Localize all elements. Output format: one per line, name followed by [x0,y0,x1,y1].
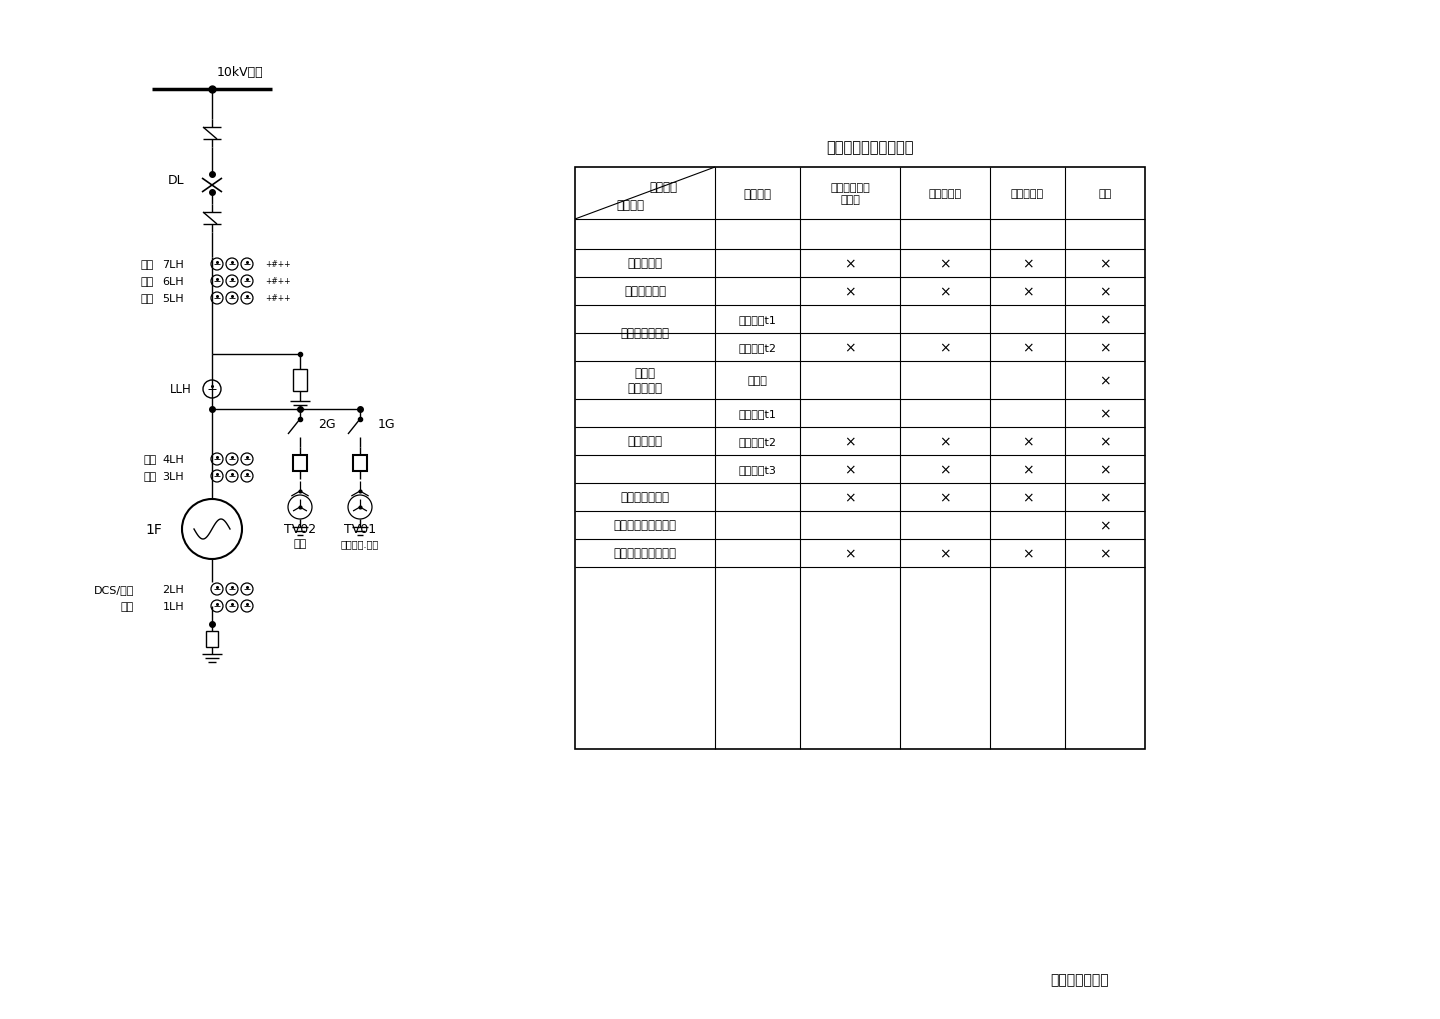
Text: TV02: TV02 [284,523,315,536]
Text: +#++: +#++ [265,277,291,286]
Text: TV01: TV01 [344,523,376,536]
Text: 10kV母线: 10kV母线 [217,65,264,78]
Text: 3LH: 3LH [163,472,184,482]
Text: 第三时限t3: 第三时限t3 [739,465,776,475]
Text: DL: DL [167,173,184,186]
Bar [292,455,307,472]
Text: 跳发电机进线
断路器: 跳发电机进线 断路器 [829,183,870,205]
Text: ×: × [844,463,855,477]
Text: 测量: 测量 [141,277,154,286]
Text: ×: × [844,284,855,299]
Text: 备用: 备用 [141,293,154,304]
Text: 后备: 后备 [144,472,157,482]
Text: 7LH: 7LH [163,260,184,270]
Text: ×: × [939,490,950,504]
Text: ×: × [1022,257,1034,271]
Text: 发电机转子一点接地: 发电机转子一点接地 [613,519,677,532]
Text: 第二时限t2: 第二时限t2 [739,342,776,353]
Text: +#++: +#++ [265,260,291,269]
Text: ×: × [1099,490,1110,504]
Bar [353,455,367,472]
Text: 励磁: 励磁 [144,454,157,465]
Text: 发电机失磁: 发电机失磁 [628,435,662,448]
Text: 保护测量.同期: 保护测量.同期 [341,538,379,548]
Text: +#++: +#++ [265,294,291,304]
Text: LLH: LLH [170,383,192,396]
Text: 发电机保护配置及出口: 发电机保护配置及出口 [827,141,914,155]
Text: ×: × [1022,463,1034,477]
Text: ×: × [939,546,950,560]
Text: 发电机
对称过负荷: 发电机 对称过负荷 [628,367,662,394]
Text: 第二时限t2: 第二时限t2 [739,436,776,446]
Text: ×: × [1099,519,1110,533]
Text: 第一时限t1: 第一时限t1 [739,315,776,325]
Text: DCS/测量: DCS/测量 [94,585,134,594]
Text: 信号: 信号 [1099,189,1112,199]
Text: ×: × [1022,434,1034,448]
Text: ×: × [1099,434,1110,448]
Text: 发电机差动: 发电机差动 [628,257,662,270]
Text: ×: × [1099,313,1110,327]
Text: ×: × [939,434,950,448]
Text: ×: × [844,434,855,448]
Text: 发电机保护配置: 发电机保护配置 [1051,972,1109,986]
Text: ×: × [1099,463,1110,477]
Text: ×: × [844,257,855,271]
Text: 差动: 差动 [141,260,154,270]
Text: ×: × [1099,257,1110,271]
Text: 关闭主汽门: 关闭主汽门 [1011,189,1044,199]
Text: ×: × [1099,284,1110,299]
Text: ×: × [844,546,855,560]
Text: ×: × [939,284,950,299]
Text: 6LH: 6LH [163,277,184,286]
Text: 发电机逆功率: 发电机逆功率 [624,285,667,299]
Text: 4LH: 4LH [163,454,184,465]
Text: 第一时限t1: 第一时限t1 [739,409,776,419]
Bar [206,632,217,647]
Text: ×: × [844,490,855,504]
Text: 发电机复压过流: 发电机复压过流 [621,327,670,340]
Text: 跳励磁开关: 跳励磁开关 [929,189,962,199]
Text: 跳闸方式: 跳闸方式 [743,187,772,201]
Text: ×: × [1099,374,1110,387]
Text: 励磁: 励磁 [294,538,307,548]
Text: 差动: 差动 [121,601,134,611]
Text: 2LH: 2LH [163,585,184,594]
Bar [575,168,1145,749]
Text: ×: × [844,340,855,355]
Text: ×: × [1022,490,1034,504]
Text: ×: × [1099,546,1110,560]
Text: ×: × [1022,284,1034,299]
Text: ×: × [939,463,950,477]
Text: 1F: 1F [145,523,163,536]
Text: 发电机定子接地: 发电机定子接地 [621,491,670,504]
Text: ×: × [1099,407,1110,421]
Text: 1G: 1G [379,418,396,431]
Text: ×: × [1099,340,1110,355]
Text: ×: × [1022,546,1034,560]
Text: ×: × [939,340,950,355]
Text: ×: × [1022,340,1034,355]
Text: 5LH: 5LH [163,293,184,304]
Text: ×: × [939,257,950,271]
Text: 2G: 2G [318,418,336,431]
Text: 保护功能: 保护功能 [616,199,644,212]
Text: 定时限: 定时限 [747,376,768,385]
Text: 跳闸方式: 跳闸方式 [649,181,677,194]
Text: 发电机转子两点接地: 发电机转子两点接地 [613,547,677,560]
Bar [292,370,307,391]
Text: 1LH: 1LH [163,601,184,611]
